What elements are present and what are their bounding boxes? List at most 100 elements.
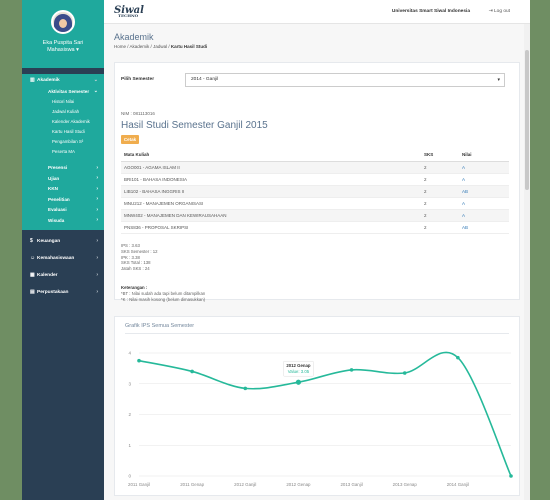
chevron-right-icon: › (96, 272, 98, 278)
data-point (295, 379, 302, 385)
column-header: Mata Kuliah (121, 149, 421, 162)
tooltip-value: Value: 3.05 (288, 369, 310, 374)
keterangan-block: Keterangan : *BT : Nilai sudah ada tapi … (121, 285, 205, 302)
sidebar-subitem[interactable]: Jadwal Kuliah (52, 109, 80, 114)
sidebar-item-presensi[interactable]: Presensi › (48, 164, 98, 171)
y-tick-label: 4 (128, 351, 131, 356)
data-point (349, 368, 354, 372)
summary-sks-semester: SKS Semester : 12 (121, 248, 158, 254)
x-tick-label: 2012 Genap (286, 482, 311, 487)
keterangan-line: *K : Nilai masih kosong (belum dimasukka… (121, 296, 206, 302)
chevron-right-icon: › (96, 217, 98, 224)
sidebar-item-keuangan[interactable]: $ Keuangan › (30, 238, 98, 244)
summary-block: IPS : 3.63 SKS Semester : 12 IPK : 3.38 … (121, 243, 158, 272)
chevron-right-icon: › (96, 289, 98, 295)
khs-panel: Pilih Semester 2014 - Ganjil ▾ NIM : 081… (114, 62, 520, 302)
university-name: Universitas Smart Siwal Indonesia (391, 9, 470, 14)
keterangan-line: *BT : Nilai sudah ada tapi belum ditampi… (121, 290, 206, 296)
bank-icon: ▥ (30, 77, 35, 83)
chevron-right-icon: › (96, 238, 98, 244)
data-point (137, 358, 141, 363)
chevron-right-icon: › (96, 175, 98, 182)
profile-block: Eka Puspita Sari Mahasiswa ▾ (22, 0, 104, 68)
scrollbar-thumb[interactable] (525, 50, 529, 190)
series-line (138, 351, 512, 477)
ips-line-chart: 0 1 2 3 4 2011 Ganjil 2011 Genap 2012 Ganjil 201… (128, 351, 513, 487)
page-title: Akademik (114, 32, 154, 42)
y-tick-label: 0 (128, 474, 131, 479)
sidebar-nav: ▥ Akademik ⌄ Aktivitas Semester ⌄ Histori… (22, 68, 104, 298)
tooltip-title: 2012 Genap (286, 363, 310, 368)
grades-table: Mata Kuliah SKS Nilai AGO001 - AGAMA ISL… (121, 149, 509, 234)
chevron-right-icon: › (96, 185, 98, 192)
breadcrumb-home[interactable]: Home (114, 44, 127, 49)
tooltip-box (283, 360, 314, 377)
chevron-right-icon: › (96, 164, 98, 171)
x-tick-label: 2012 Ganjil (234, 482, 256, 487)
sidebar-item-perpustakaan[interactable]: ▤ Perpustakaan › (30, 289, 98, 295)
semester-select[interactable]: 2014 - Ganjil ▾ (185, 73, 505, 87)
sidebar-item-penelitian[interactable]: Penelitian › (48, 196, 98, 203)
sidebar-item-kemahasiswaan[interactable]: ☺ Kemahasiswaan › (30, 255, 98, 261)
chart-title: Grafik IPS Semua Semester (125, 323, 195, 329)
column-header: Nilai (459, 149, 509, 162)
sidebar-item-ujian[interactable]: Ujian › (48, 175, 98, 182)
users-icon: ☺ (30, 255, 36, 261)
sidebar-item-kalender[interactable]: ▦ Kalender › (30, 272, 98, 278)
sidebar-subitem-active[interactable]: Kartu Hasil Studi (52, 129, 85, 134)
app-frame: Eka Puspita Sari Mahasiswa ▾ ▥ Akademik … (22, 0, 530, 500)
sidebar-item-evaluasi[interactable]: Evaluasi › (48, 206, 98, 213)
keterangan-title: Keterangan : (121, 285, 148, 290)
print-button[interactable]: Cetak (121, 135, 139, 144)
chevron-right-icon: › (96, 196, 98, 203)
dollar-icon: $ (30, 238, 33, 244)
studi-title: Hasil Studi Semester Ganjil 2015 (121, 120, 268, 131)
sidebar-subitem[interactable]: Peserta MA (52, 149, 75, 154)
x-tick-label: 2013 Genap (393, 482, 418, 487)
logout-link[interactable]: ⇥ Log out (488, 9, 510, 14)
table-row: MNW402 - MANAJEMEN DAN KEWIRAUSAHAAN 2 A (121, 209, 509, 222)
sidebar-item-akademik[interactable]: ▥ Akademik ⌄ (30, 77, 98, 83)
data-point (190, 369, 194, 374)
table-row: LIB102 - BAHASA INGGRIS II 2 AB (121, 185, 509, 198)
summary-sks-total: SKS Total : 138 (121, 260, 151, 266)
y-tick-label: 2 (128, 412, 131, 417)
breadcrumb-current: Kartu Hasil Studi (170, 44, 208, 49)
x-tick-label: 2014 Ganjil (447, 482, 469, 487)
breadcrumb-jadwal[interactable]: Jadwal (153, 44, 168, 49)
data-point (402, 371, 407, 375)
avatar[interactable] (51, 10, 75, 34)
chevron-down-icon: ▾ (497, 77, 500, 83)
sidebar-subitem[interactable]: Pengambilan S² (52, 139, 84, 144)
summary-ipk: IPK : 3.38 (121, 254, 140, 260)
data-point (509, 474, 513, 478)
sidebar-item-aktivitas[interactable]: Aktivitas Semester ⌄ (48, 88, 98, 95)
chevron-right-icon: › (96, 206, 98, 213)
sidebar-item-kkn[interactable]: KKN › (48, 185, 98, 192)
chevron-down-icon: ⌄ (93, 88, 98, 95)
book-icon: ▤ (30, 289, 35, 295)
summary-ips: IPS : 3.63 (121, 243, 140, 248)
nim-text: NIM : 081113016 (121, 111, 155, 116)
ips-chart-panel: Grafik IPS Semua Semester 0 1 2 3 4 2011 Ganj… (114, 316, 520, 496)
main-content: Akademik Home / Akademik / Jadwal / Kart… (104, 24, 530, 500)
semester-label: Pilih Semester (121, 77, 155, 82)
column-header: SKS (421, 149, 459, 162)
y-tick-label: 1 (128, 443, 131, 448)
x-tick-label: 2011 Ganjil (128, 482, 150, 487)
breadcrumb-akademik[interactable]: Akademik (129, 44, 150, 49)
table-row: BRI101 - BAHASA INDONESIA 2 A (121, 173, 509, 186)
x-tick-label: 2011 Genap (180, 482, 204, 487)
user-role-menu[interactable]: Mahasiswa ▾ (47, 47, 79, 53)
page-scrollbar[interactable] (524, 24, 530, 500)
sidebar-subitem[interactable]: Histori Nilai (52, 99, 75, 104)
sidebar-subitem[interactable]: Kalender Akademik (52, 119, 90, 124)
table-row: AGO001 - AGAMA ISLAM II 2 A (121, 161, 509, 174)
table-row: MNU212 - MANAJEMEN ORGANISASI 2 A (121, 197, 509, 210)
calendar-icon: ▦ (30, 272, 35, 278)
summary-jatah-sks: Jatah SKS : 24 (121, 266, 150, 272)
user-name: Eka Puspita Sari (42, 40, 84, 46)
top-navbar: Siwal TECHNO Universitas Smart Siwal Indo… (104, 0, 530, 24)
sidebar-item-wisuda[interactable]: Wisuda › (48, 217, 98, 224)
brand-logo[interactable]: Siwal TECHNO (114, 5, 144, 18)
